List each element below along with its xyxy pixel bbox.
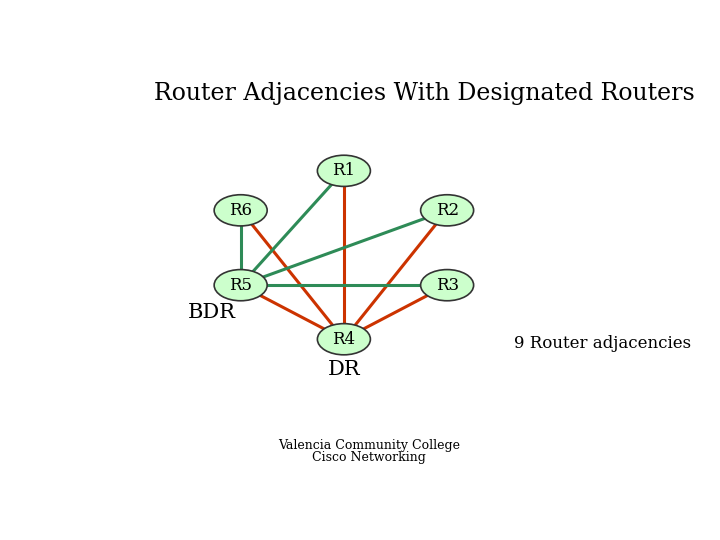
Text: BDR: BDR [188, 303, 235, 322]
Ellipse shape [214, 195, 267, 226]
Ellipse shape [214, 269, 267, 301]
Ellipse shape [318, 323, 370, 355]
Text: R1: R1 [333, 163, 356, 179]
Text: R5: R5 [229, 276, 252, 294]
Text: R2: R2 [436, 202, 459, 219]
Ellipse shape [420, 195, 474, 226]
Ellipse shape [420, 269, 474, 301]
Ellipse shape [318, 155, 370, 186]
Text: R3: R3 [436, 276, 459, 294]
Text: R4: R4 [333, 330, 356, 348]
Text: R6: R6 [229, 202, 252, 219]
Text: DR: DR [328, 360, 360, 379]
Text: Valencia Community College: Valencia Community College [278, 439, 460, 452]
Text: Router Adjacencies With Designated Routers: Router Adjacencies With Designated Route… [154, 83, 695, 105]
Text: 9 Router adjacencies: 9 Router adjacencies [514, 335, 691, 352]
Text: Cisco Networking: Cisco Networking [312, 451, 426, 464]
